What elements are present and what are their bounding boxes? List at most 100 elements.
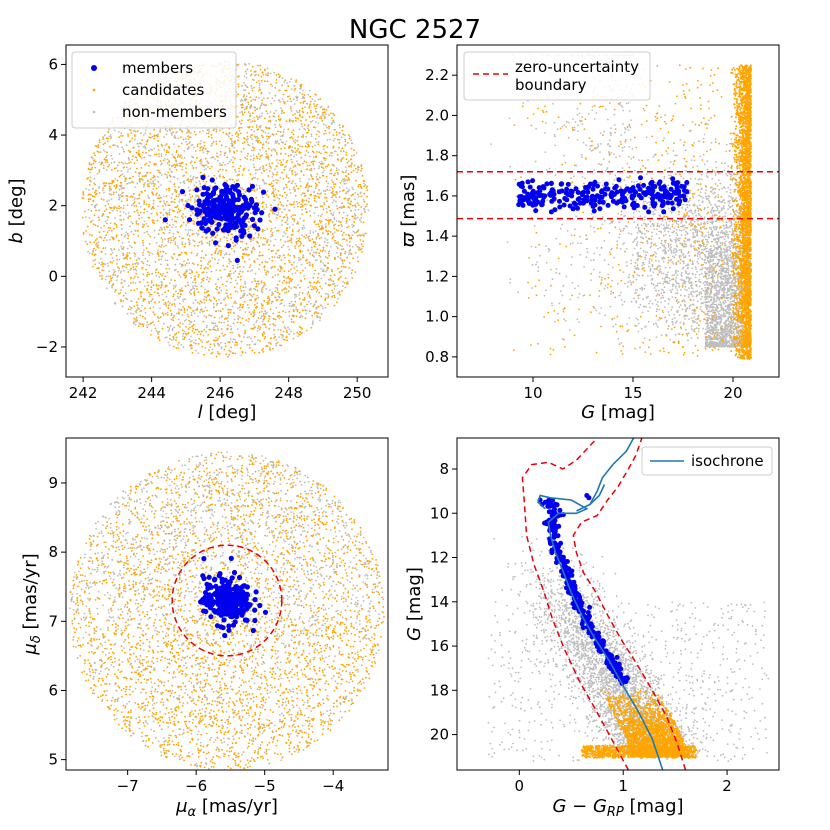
- non-member-point: [155, 329, 158, 332]
- non-member-point: [120, 270, 123, 273]
- candidate-point: [332, 236, 335, 238]
- candidate-point: [149, 293, 152, 296]
- non-member-point: [351, 226, 354, 228]
- non-member-point: [242, 89, 245, 91]
- non-member-point: [213, 326, 215, 329]
- non-member-point: [166, 311, 169, 314]
- candidate-point: [142, 262, 145, 265]
- candidate-point: [270, 83, 272, 86]
- non-member-point: [157, 249, 159, 252]
- candidate-point: [180, 162, 183, 164]
- non-member-point: [271, 172, 274, 175]
- candidate-point: [251, 328, 254, 330]
- candidate-point: [209, 225, 212, 228]
- candidate-point: [248, 347, 251, 349]
- non-member-point: [211, 321, 213, 324]
- candidate-point: [213, 328, 216, 331]
- candidate-point: [254, 326, 256, 329]
- candidate-point: [135, 156, 138, 159]
- non-member-point: [134, 323, 137, 326]
- candidate-point: [212, 129, 215, 132]
- non-member-point: [135, 269, 138, 272]
- non-member-point: [347, 190, 350, 193]
- candidate-point: [254, 109, 256, 112]
- candidate-point: [286, 331, 288, 333]
- non-member-point: [250, 155, 252, 158]
- non-member-point: [168, 231, 171, 234]
- non-member-point: [174, 159, 177, 161]
- candidate-point: [148, 273, 151, 276]
- candidate-point: [292, 129, 295, 132]
- candidate-point: [217, 352, 220, 355]
- candidate-point: [360, 195, 363, 198]
- candidate-point: [324, 264, 327, 267]
- non-member-point: [281, 224, 283, 226]
- non-member-point: [336, 292, 339, 295]
- candidate-point: [225, 132, 228, 135]
- candidate-point: [196, 217, 199, 220]
- candidate-point: [82, 193, 85, 196]
- candidate-point: [158, 245, 161, 248]
- candidate-point: [281, 84, 283, 87]
- non-member-point: [253, 130, 256, 133]
- non-member-point: [333, 218, 336, 221]
- non-member-point: [333, 231, 336, 234]
- candidate-point: [314, 241, 317, 244]
- candidate-point: [320, 115, 322, 118]
- non-member-point: [234, 279, 237, 282]
- non-member-point: [147, 233, 150, 236]
- candidate-point: [188, 319, 190, 322]
- non-member-point: [171, 327, 174, 330]
- non-member-point: [334, 172, 336, 175]
- candidate-point: [240, 340, 243, 343]
- non-member-point: [150, 182, 153, 185]
- candidate-point: [167, 289, 170, 292]
- candidate-point: [314, 93, 317, 96]
- candidate-point: [172, 295, 174, 298]
- non-member-point: [253, 323, 255, 326]
- non-member-point: [292, 140, 295, 142]
- non-member-point: [88, 189, 90, 191]
- candidate-point: [254, 304, 256, 306]
- candidate-point: [333, 183, 335, 186]
- candidate-point: [247, 220, 250, 223]
- candidate-point: [320, 152, 322, 155]
- candidate-point: [218, 245, 221, 248]
- figure-title: NGC 2527: [349, 15, 481, 45]
- candidate-point: [303, 123, 306, 126]
- candidate-point: [109, 275, 112, 278]
- candidate-point: [243, 300, 246, 303]
- candidate-point: [177, 208, 180, 211]
- non-member-point: [193, 341, 195, 344]
- non-member-point: [300, 263, 303, 266]
- candidate-point: [166, 326, 169, 328]
- candidate-point: [301, 199, 304, 202]
- candidate-point: [172, 131, 175, 134]
- candidate-point: [316, 315, 319, 317]
- candidate-point: [307, 249, 309, 252]
- non-member-point: [176, 231, 179, 233]
- candidate-point: [299, 258, 302, 261]
- candidate-point: [233, 302, 235, 304]
- non-member-point: [233, 312, 236, 314]
- candidate-point: [156, 192, 158, 195]
- non-member-point: [120, 282, 123, 285]
- candidate-point: [312, 287, 315, 290]
- non-member-point: [134, 310, 137, 313]
- candidate-point: [348, 234, 351, 237]
- non-member-point: [229, 350, 232, 353]
- candidate-point: [308, 310, 311, 313]
- candidate-point: [320, 215, 322, 217]
- candidate-point: [106, 231, 109, 234]
- non-member-point: [196, 307, 199, 310]
- non-member-point: [100, 237, 103, 239]
- candidate-point: [350, 171, 353, 174]
- non-member-point: [323, 273, 326, 276]
- candidate-point: [284, 79, 287, 82]
- non-member-point: [337, 255, 339, 258]
- candidate-point: [224, 342, 227, 345]
- non-member-point: [331, 214, 334, 217]
- candidate-point: [290, 237, 293, 240]
- candidate-point: [164, 301, 167, 304]
- candidate-point: [251, 65, 254, 68]
